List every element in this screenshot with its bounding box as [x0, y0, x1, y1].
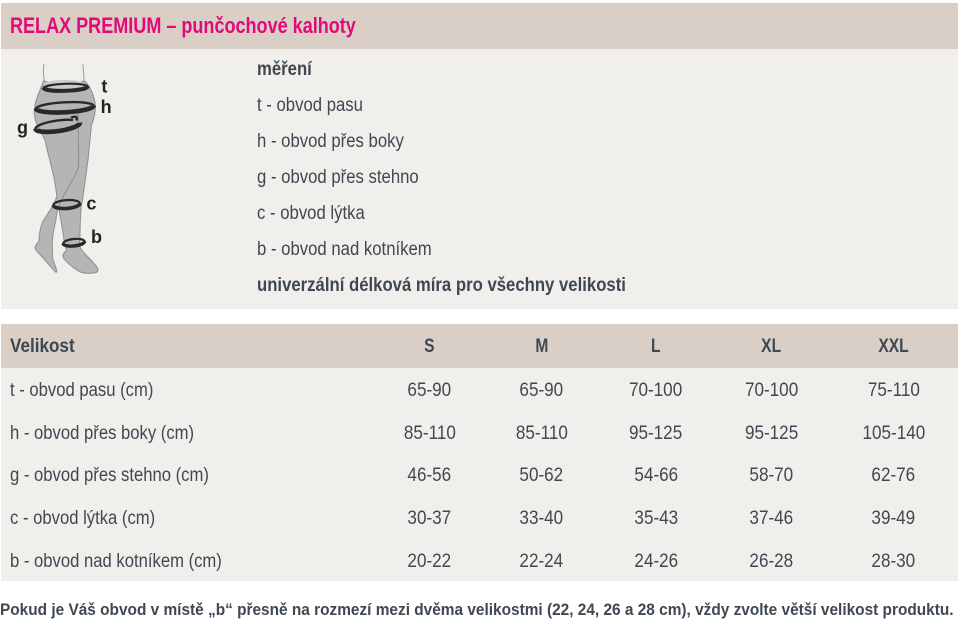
svg-text:c: c: [86, 193, 96, 213]
svg-text:g: g: [17, 118, 28, 138]
svg-text:h: h: [101, 97, 112, 117]
svg-text:b: b: [91, 227, 102, 247]
svg-text:t: t: [101, 77, 107, 97]
